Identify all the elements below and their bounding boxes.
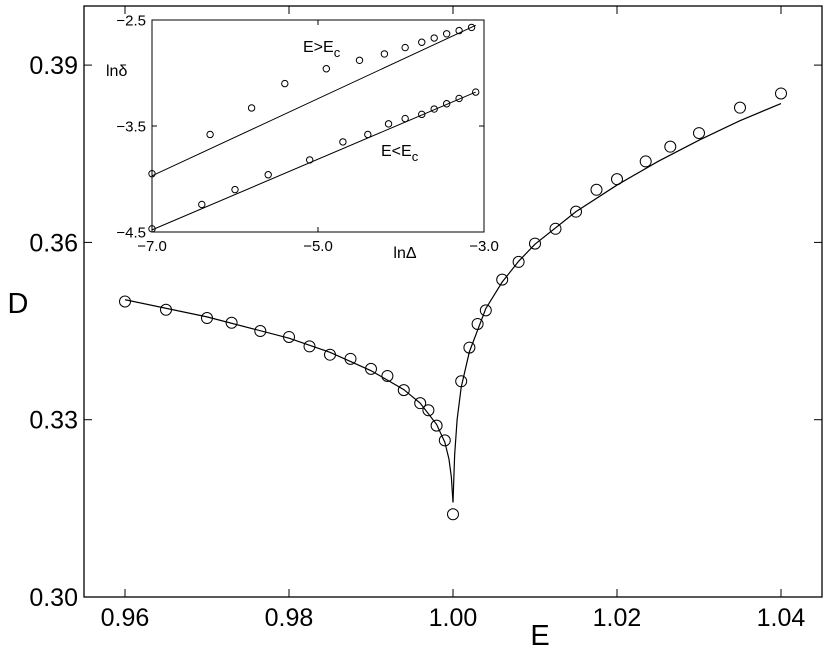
inset-annotation-lower-sub: c: [412, 149, 419, 164]
main-x-tick-label: 1.04: [757, 604, 806, 632]
inset-plot-frame: [151, 19, 485, 233]
main-data-point: [160, 303, 172, 316]
inset-annotation-upper-base: E>E: [303, 39, 334, 56]
main-plot: 0.96 0.98 1.00 1.02 1.04 0.30 0.33 0.36 0.39 E D: [8, 5, 823, 652]
main-x-axis-label: E: [530, 620, 549, 652]
inset-data-point: [472, 88, 480, 96]
inset-y-axis-label: lnδ: [106, 63, 127, 80]
inset-data-point: [467, 23, 476, 32]
main-fit-line: [124, 299, 454, 503]
main-data-point: [549, 222, 562, 235]
inset-x-tick-label: −7.0: [137, 238, 167, 255]
inset-data-point: [247, 104, 256, 112]
inset-fit-line: [151, 24, 476, 177]
main-fit-line: [452, 102, 782, 503]
main-data-point: [570, 205, 582, 218]
inset-y-tick-label: −4.5: [116, 224, 146, 241]
inset-annotation-lower-base: E<E: [381, 143, 412, 160]
inset-data-point: [355, 56, 364, 64]
inset-y-tick-label: −2.5: [116, 12, 146, 29]
main-data-point: [365, 362, 377, 375]
main-y-tick-label: 0.39: [29, 52, 78, 80]
inset-data-point: [264, 171, 272, 179]
main-data-point: [254, 325, 267, 338]
main-y-tick-label: 0.36: [29, 229, 78, 257]
main-data-point: [479, 304, 492, 317]
inset-data-point: [418, 110, 426, 119]
inset-data-point: [322, 65, 330, 73]
main-x-tick-label: 1.02: [593, 604, 642, 632]
inset-plot: −7.0 −5.0 −3.0−2.5−3.5−4.5 lnΔ lnδ E>Ec E<…: [106, 12, 499, 262]
main-data-point: [734, 101, 746, 114]
main-data-point: [303, 340, 316, 353]
inset-axis-ticks: −7.0 −5.0 −3.0 −2.5 −3.5 −4.5: [116, 12, 498, 255]
inset-data-point: [418, 38, 426, 46]
main-data-point: [225, 316, 238, 329]
main-data-point: [664, 140, 677, 153]
main-data-point: [529, 237, 541, 250]
main-data-point: [496, 273, 509, 286]
inset-data-point: [430, 105, 438, 113]
main-x-tick-label: 1.00: [429, 604, 478, 632]
inset-x-tick-label: −5.0: [303, 238, 333, 255]
inset-data-point: [442, 30, 451, 38]
inset-data-point: [430, 34, 438, 42]
inset-data-point: [455, 94, 463, 103]
inset-data-point: [380, 50, 389, 58]
main-data-point: [438, 434, 451, 447]
main-data-point: [512, 255, 525, 268]
inset-data-point: [148, 170, 156, 178]
main-data-point: [422, 404, 435, 417]
inset-data-point: [455, 26, 463, 35]
main-x-tick-label: 0.98: [265, 604, 314, 632]
main-x-tick-label: 0.96: [101, 604, 150, 632]
inset-data-point: [401, 43, 409, 52]
main-data-point: [430, 419, 443, 432]
main-data-point: [639, 155, 652, 168]
main-data-point: [397, 384, 410, 397]
inset-annotation-upper: E>Ec: [303, 39, 341, 60]
inset-data-point: [281, 79, 289, 88]
inset-data-point: [206, 130, 214, 139]
inset-data-point: [231, 185, 239, 194]
inset-x-axis-label: lnΔ: [393, 245, 416, 262]
inset-data-point: [384, 120, 393, 128]
main-data-point: [414, 397, 427, 410]
inset-annotation-upper-sub: c: [334, 45, 341, 60]
main-data-point: [447, 508, 459, 521]
main-data-point: [119, 295, 131, 308]
main-axis-ticks: 0.96 0.98 1.00 1.02 1.04 0.30 0.33 0.36 0.39: [29, 6, 822, 632]
main-y-tick-label: 0.33: [29, 407, 78, 435]
main-y-axis-label: D: [8, 288, 29, 320]
inset-x-tick-label: −3.0: [469, 238, 499, 255]
main-data-point: [381, 369, 394, 382]
main-data-point: [590, 183, 603, 196]
inset-data-point: [339, 138, 347, 146]
inset-data-point: [198, 200, 206, 209]
inset-fit-line: [151, 91, 476, 231]
main-data-point: [775, 87, 787, 100]
inset-y-tick-label: −3.5: [116, 118, 146, 135]
main-data-point: [693, 127, 705, 140]
inset-data-point: [442, 100, 451, 108]
main-y-tick-label: 0.30: [29, 584, 78, 612]
inset-annotation-lower: E<Ec: [381, 143, 419, 164]
inset-data-marks: [148, 23, 480, 233]
main-data-marks: [119, 87, 787, 521]
